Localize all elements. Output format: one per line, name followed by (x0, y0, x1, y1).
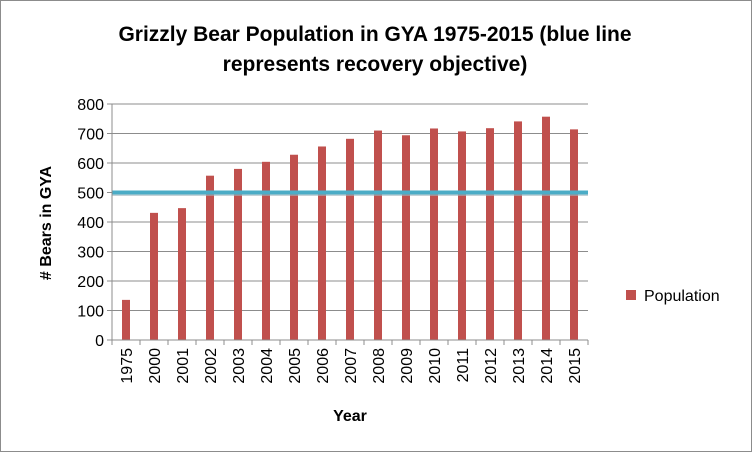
chart-title-line-2: represents recovery objective) (223, 53, 528, 76)
x-tick-label-2010: 2010 (427, 348, 444, 384)
y-tick-labels: 0 100 200 300 400 500 600 700 800 (77, 97, 104, 350)
bar-2014 (542, 116, 550, 340)
y-tick-label: 300 (77, 245, 104, 262)
x-tick-label-2002: 2002 (203, 348, 220, 384)
x-tick-label-2009: 2009 (399, 348, 416, 384)
legend-label-population: Population (644, 288, 720, 305)
bar-2003 (234, 168, 242, 340)
y-tick-label: 800 (77, 97, 104, 114)
x-tick-label-2004: 2004 (259, 348, 276, 384)
bar-2004 (262, 161, 270, 340)
x-tick-labels: 1975 2000 2001 2002 2003 2004 2005 2006 2007 2008… (119, 348, 584, 384)
y-axis-title: # Bears in GYA (38, 165, 55, 280)
x-tick-label-1975: 1975 (119, 348, 136, 384)
x-tick-label-2008: 2008 (371, 348, 388, 384)
bar-2002 (206, 175, 214, 340)
bar-2006 (318, 146, 326, 340)
x-tick-label-2015: 2015 (567, 348, 584, 384)
x-tick-label-2003: 2003 (231, 348, 248, 384)
y-tick-label: 600 (77, 156, 104, 173)
bar-2012 (486, 128, 494, 340)
x-tick-label-2006: 2006 (315, 348, 332, 384)
x-tick-label-2007: 2007 (343, 348, 360, 384)
bar-2001 (178, 208, 186, 340)
x-tick-label-2012: 2012 (483, 348, 500, 384)
bar-2007 (346, 138, 354, 340)
y-tick-label: 0 (95, 333, 104, 350)
bars (122, 116, 578, 340)
bar-1975 (122, 299, 130, 340)
y-tick-label: 700 (77, 127, 104, 144)
x-tick-label-2001: 2001 (175, 348, 192, 384)
x-tick-label-2014: 2014 (539, 348, 556, 384)
bar-2005 (290, 154, 298, 340)
x-tick-label-2005: 2005 (287, 348, 304, 384)
x-tick-label-2000: 2000 (147, 348, 164, 384)
x-axis-title: Year (333, 408, 367, 425)
axes (107, 103, 589, 345)
recovery-objective-line (112, 190, 588, 196)
y-tick-label: 200 (77, 274, 104, 291)
y-tick-label: 100 (77, 304, 104, 321)
chart-title-line-1: Grizzly Bear Population in GYA 1975-2015… (118, 23, 631, 46)
y-tick-label: 400 (77, 215, 104, 232)
bar-2000 (150, 212, 158, 340)
legend-swatch-population (626, 290, 636, 300)
x-tick-label-2011: 2011 (455, 348, 472, 383)
bar-2011 (458, 131, 466, 340)
bar-2008 (374, 130, 382, 340)
bar-2015 (570, 129, 578, 340)
bar-2010 (430, 128, 438, 340)
bar-2009 (402, 135, 410, 340)
y-tick-label: 500 (77, 186, 104, 203)
bar-2013 (514, 121, 522, 340)
x-tick-label-2013: 2013 (511, 348, 528, 384)
